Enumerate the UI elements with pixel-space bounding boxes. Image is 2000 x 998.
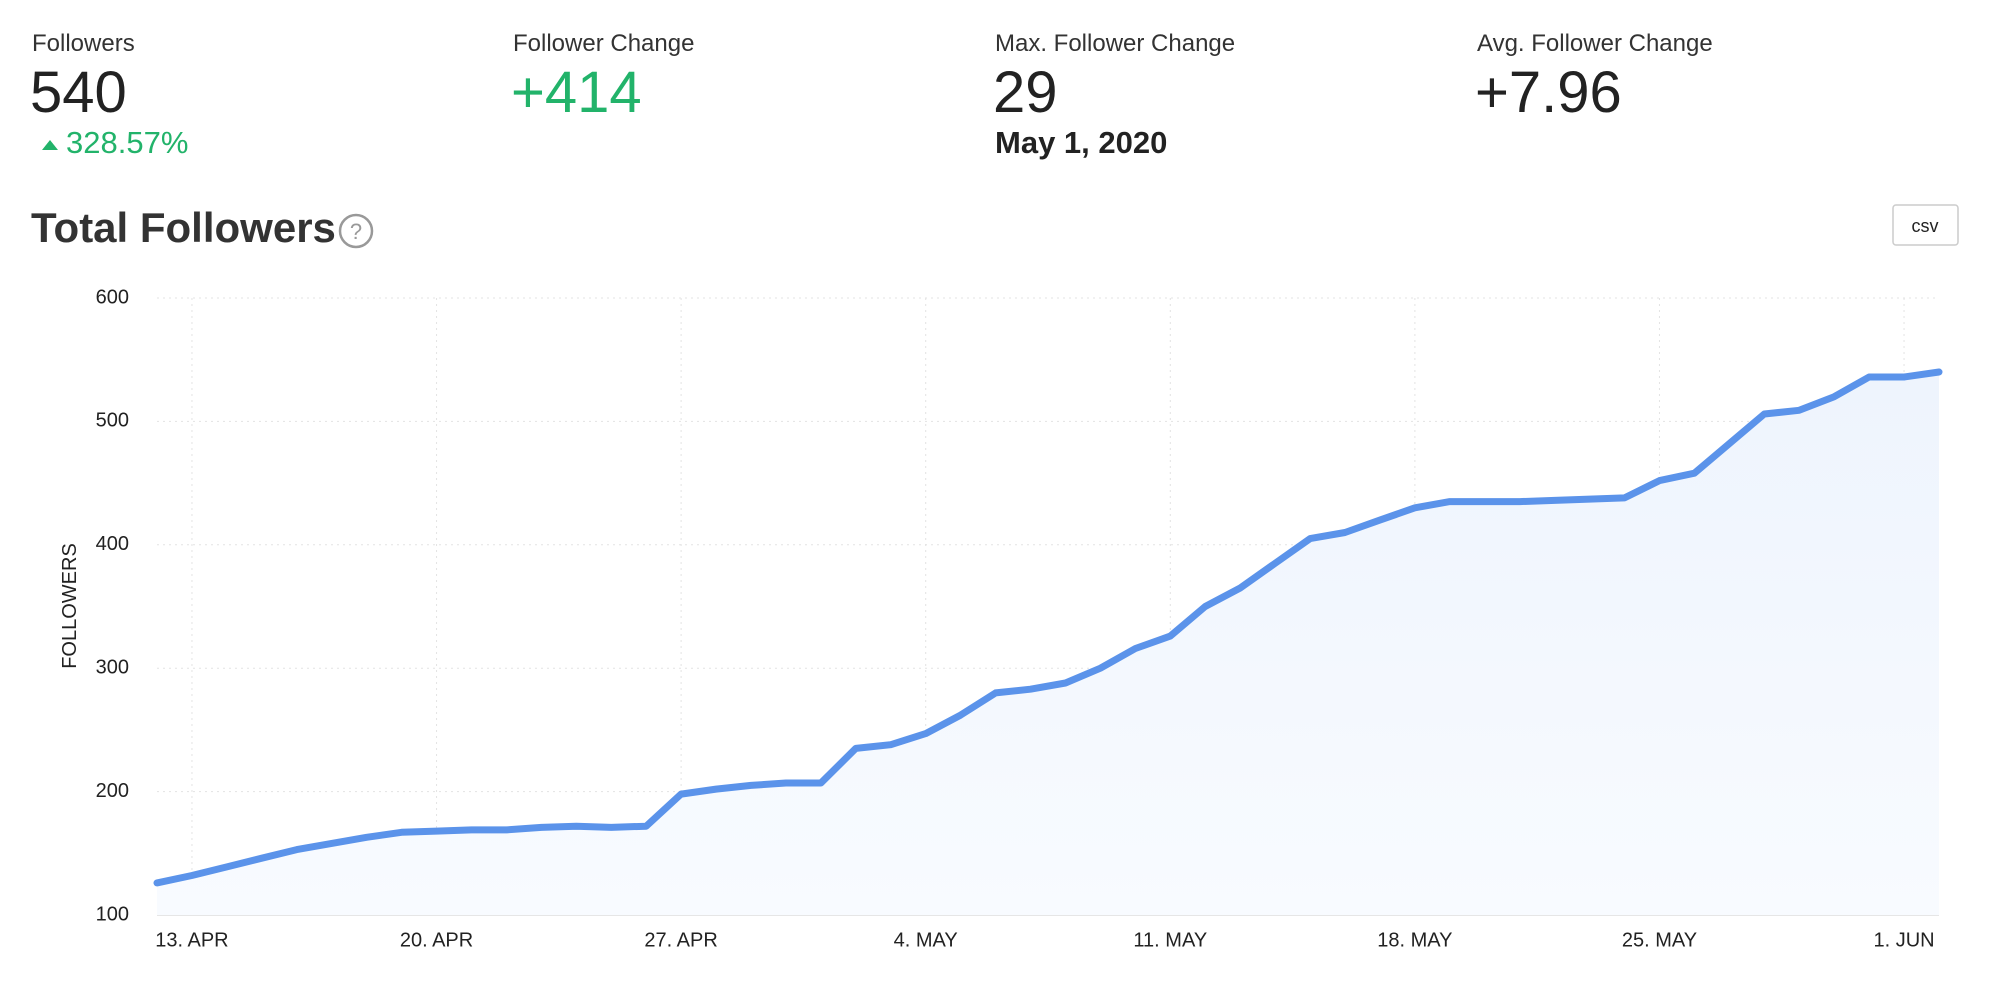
x-tick-label: 27. APR xyxy=(644,929,717,951)
y-tick-label: 200 xyxy=(96,780,129,802)
stat-change: 328.57% xyxy=(66,125,188,160)
csv-button[interactable]: csv xyxy=(1892,204,1959,246)
stat-value: +414 xyxy=(511,60,642,125)
x-tick-label: 1. JUN xyxy=(1873,929,1934,951)
help-icon[interactable]: ? xyxy=(338,213,374,249)
stat-follower-change: Follower Change +414 xyxy=(511,30,694,125)
stat-value: 29 xyxy=(993,60,1058,125)
stat-value: +7.96 xyxy=(1475,60,1622,125)
stat-label: Avg. Follower Change xyxy=(1477,30,1713,57)
stat-date: May 1, 2020 xyxy=(995,125,1167,160)
y-tick-label: 300 xyxy=(96,656,129,678)
x-tick-label: 13. APR xyxy=(155,929,228,951)
stat-followers: Followers 540 328.57% xyxy=(30,30,188,160)
y-tick-label: 500 xyxy=(96,410,129,432)
stat-max-change: Max. Follower Change 29 May 1, 2020 xyxy=(993,30,1235,160)
x-tick-label: 4. MAY xyxy=(894,929,958,951)
x-tick-label: 25. MAY xyxy=(1622,929,1697,951)
stat-label: Follower Change xyxy=(513,30,694,57)
y-tick-label: 400 xyxy=(96,533,129,555)
y-tick-label: 600 xyxy=(96,286,129,308)
y-axis-label: FOLLOWERS xyxy=(59,543,81,669)
stat-avg-change: Avg. Follower Change +7.96 xyxy=(1475,30,1713,125)
stat-label: Max. Follower Change xyxy=(995,30,1235,57)
x-tick-label: 11. MAY xyxy=(1133,929,1207,951)
line xyxy=(153,368,1943,887)
x-tick-label: 20. APR xyxy=(400,929,473,951)
section-title: Total Followers xyxy=(31,204,336,251)
up-arrow xyxy=(42,140,58,150)
stat-value: 540 xyxy=(30,60,127,125)
svg-text:?: ? xyxy=(350,219,362,244)
csv-label[interactable]: csv xyxy=(1912,216,1939,236)
stat-label: Followers xyxy=(32,30,135,57)
area-fill xyxy=(157,372,1939,915)
y-tick-label: 100 xyxy=(96,903,129,925)
x-tick-label: 18. MAY xyxy=(1377,929,1452,951)
